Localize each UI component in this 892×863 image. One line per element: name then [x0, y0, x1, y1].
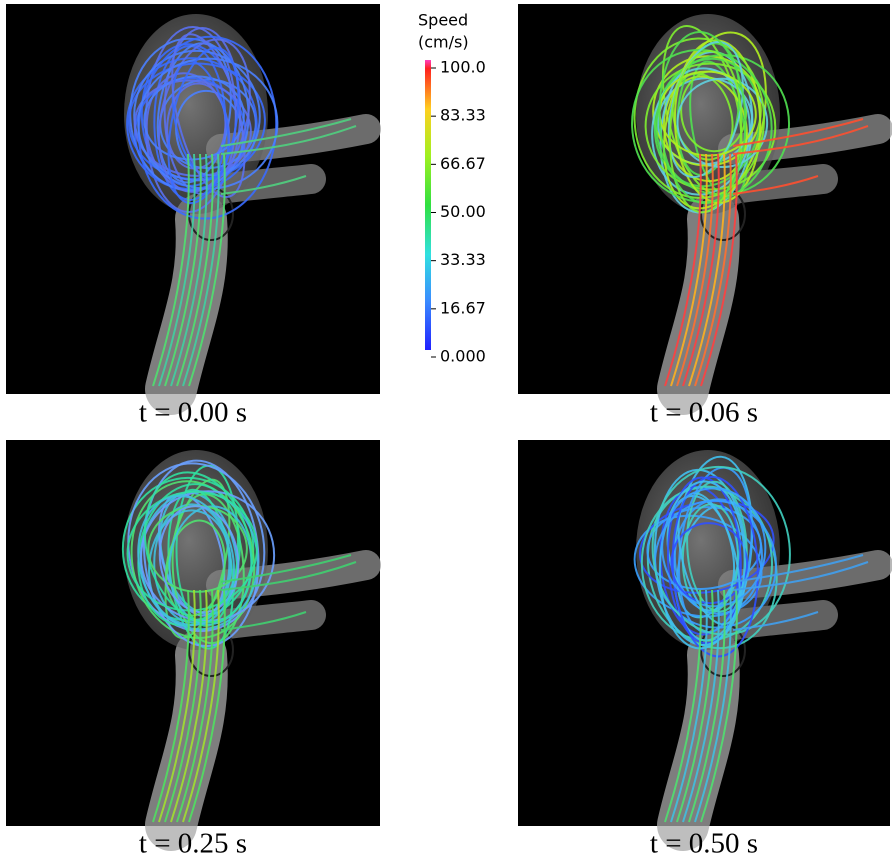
- colorbar-tick-label: 100.0: [440, 58, 486, 77]
- panel-caption: t = 0.06 s: [650, 397, 758, 429]
- panel-caption: t = 0.25 s: [139, 828, 247, 860]
- figure: t = 0.00 s t = 0.06 s t = 0.25 s t = 0.5…: [0, 0, 892, 863]
- colorbar-tick-label: 50.00: [440, 202, 486, 221]
- panel: [518, 440, 890, 826]
- colorbar: [425, 60, 431, 350]
- panel-caption: t = 0.50 s: [650, 828, 758, 860]
- panel: [6, 440, 380, 826]
- panel: [518, 4, 890, 394]
- colorbar-unit: (cm/s): [418, 33, 469, 52]
- page: {"colorbar": {"title": "Speed", "unit": …: [0, 0, 892, 863]
- colorbar-tick-label: 0.000: [440, 347, 486, 366]
- colorbar-title: Speed: [418, 11, 468, 30]
- panel-caption: t = 0.00 s: [139, 397, 247, 429]
- colorbar-tick-label: 83.33: [440, 106, 486, 125]
- colorbar-tick-label: 33.33: [440, 250, 486, 269]
- colorbar-tick-label: 66.67: [440, 154, 486, 173]
- colorbar-ticks: 100.0 83.33 66.67 50.00 33.33 16.67 0.000: [431, 58, 486, 366]
- panel: [6, 4, 380, 394]
- colorbar-tick-label: 16.67: [440, 298, 486, 317]
